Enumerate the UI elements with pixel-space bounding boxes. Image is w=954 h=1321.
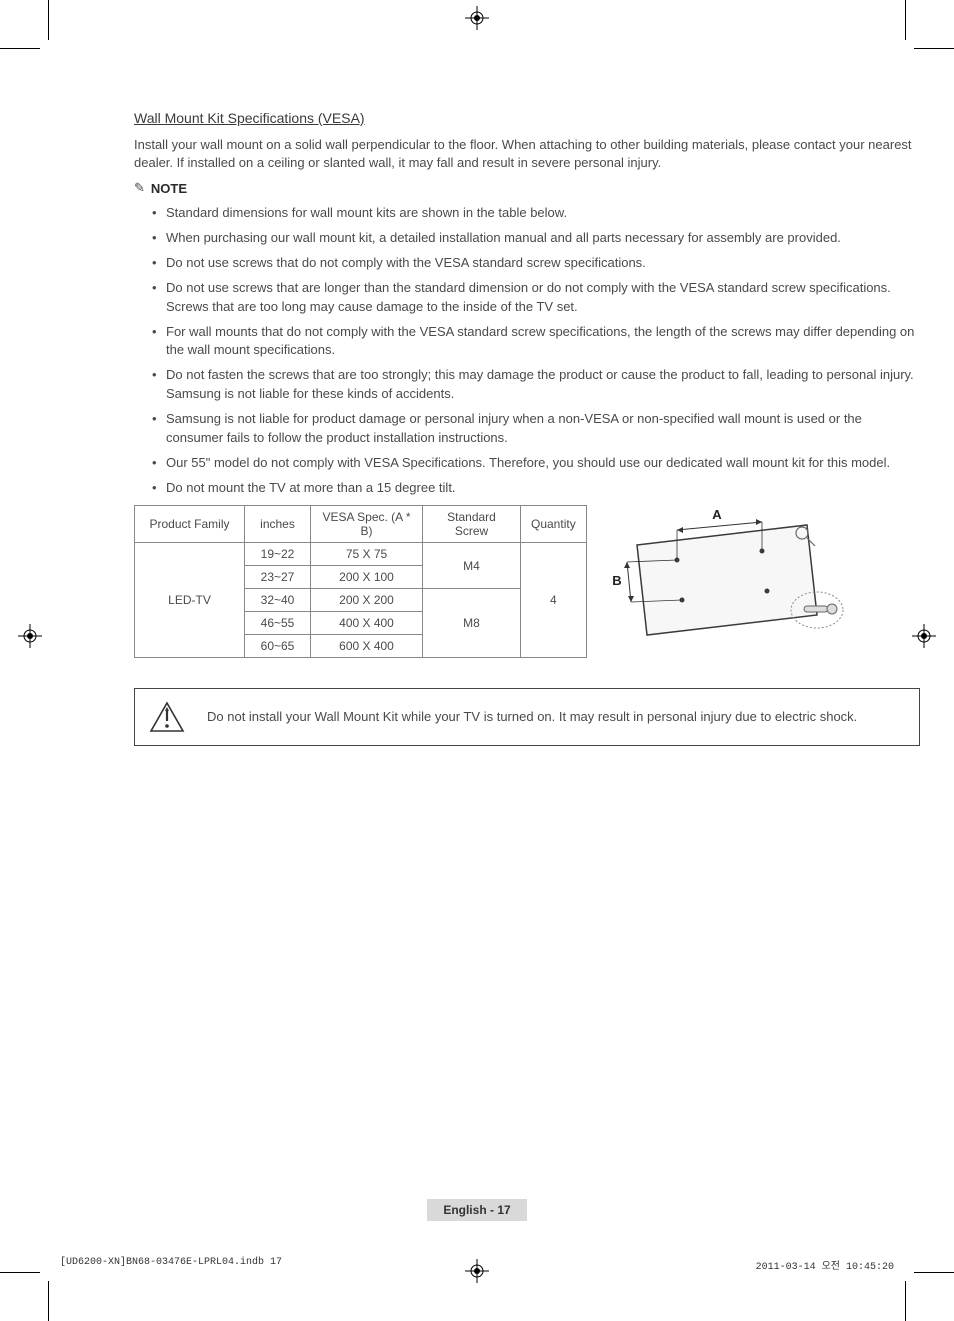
table-header-row: Product Family inches VESA Spec. (A * B)…: [135, 506, 587, 543]
note-item: Do not mount the TV at more than a 15 de…: [152, 479, 922, 498]
page-footer: English - 17: [0, 1199, 954, 1221]
vesa-cell: 400 X 400: [311, 612, 423, 635]
inches-cell: 32~40: [245, 589, 311, 612]
col-header: Quantity: [521, 506, 587, 543]
registration-mark-icon: [18, 624, 42, 648]
crop-mark: [48, 0, 49, 40]
table-row: LED-TV 19~22 75 X 75 M4 4: [135, 543, 587, 566]
crop-mark: [914, 1272, 954, 1273]
note-item: Do not use screws that are longer than t…: [152, 279, 922, 317]
crop-mark: [48, 1281, 49, 1321]
inches-cell: 60~65: [245, 635, 311, 658]
vesa-cell: 200 X 200: [311, 589, 423, 612]
col-header: Standard Screw: [423, 506, 521, 543]
print-footer-left: [UD6200-XN]BN68-03476E-LPRL04.indb 17: [60, 1257, 282, 1273]
print-footer-right: 2011-03-14 오전 10:45:20: [756, 1257, 894, 1273]
note-item: Do not fasten the screws that are too st…: [152, 366, 922, 404]
note-item: Our 55" model do not comply with VESA Sp…: [152, 454, 922, 473]
vesa-cell: 200 X 100: [311, 566, 423, 589]
crop-mark: [0, 48, 40, 49]
warning-icon: [149, 701, 185, 733]
vesa-cell: 600 X 400: [311, 635, 423, 658]
col-header: VESA Spec. (A * B): [311, 506, 423, 543]
note-item: Standard dimensions for wall mount kits …: [152, 204, 922, 223]
product-family-cell: LED-TV: [135, 543, 245, 658]
vesa-diagram: A B: [597, 505, 847, 635]
page-footer-label: English - 17: [427, 1199, 526, 1221]
crop-mark: [0, 1272, 40, 1273]
crop-mark: [905, 0, 906, 40]
note-label: NOTE: [151, 181, 187, 196]
intro-paragraph: Install your wall mount on a solid wall …: [134, 136, 922, 172]
section-title: Wall Mount Kit Specifications (VESA): [134, 110, 922, 126]
dim-label-a: A: [712, 507, 722, 522]
inches-cell: 46~55: [245, 612, 311, 635]
note-item: Do not use screws that do not comply wit…: [152, 254, 922, 273]
col-header: Product Family: [135, 506, 245, 543]
spec-table: Product Family inches VESA Spec. (A * B)…: [134, 505, 587, 658]
note-item: For wall mounts that do not comply with …: [152, 323, 922, 361]
screw-cell: M4: [423, 543, 521, 589]
qty-cell: 4: [521, 543, 587, 658]
page-content: Wall Mount Kit Specifications (VESA) Ins…: [134, 110, 922, 746]
note-heading: ✎ NOTE: [134, 180, 922, 196]
registration-mark-icon: [465, 6, 489, 30]
col-header: inches: [245, 506, 311, 543]
inches-cell: 19~22: [245, 543, 311, 566]
screw-cell: M8: [423, 589, 521, 658]
inches-cell: 23~27: [245, 566, 311, 589]
crop-mark: [905, 1281, 906, 1321]
note-item: When purchasing our wall mount kit, a de…: [152, 229, 922, 248]
warning-box: Do not install your Wall Mount Kit while…: [134, 688, 920, 746]
vesa-cell: 75 X 75: [311, 543, 423, 566]
crop-mark: [914, 48, 954, 49]
note-icon: ✎: [134, 180, 145, 196]
note-item: Samsung is not liable for product damage…: [152, 410, 922, 448]
notes-list: Standard dimensions for wall mount kits …: [134, 204, 922, 497]
dim-label-b: B: [612, 573, 621, 588]
print-footer: [UD6200-XN]BN68-03476E-LPRL04.indb 17 20…: [60, 1257, 894, 1273]
warning-text: Do not install your Wall Mount Kit while…: [207, 708, 857, 726]
